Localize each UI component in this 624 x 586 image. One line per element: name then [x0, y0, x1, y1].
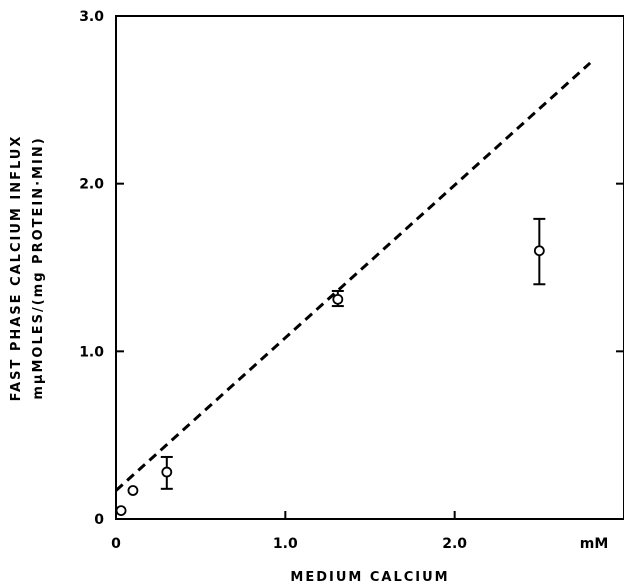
data-point — [533, 245, 545, 257]
points-group — [115, 217, 546, 517]
data-point — [127, 485, 139, 496]
y-tick-label: 1.0 — [79, 344, 104, 360]
tick-group: 0 1.0 2.0 0 1.0 2.0 3.0 — [79, 9, 624, 552]
y-axis-title-line1: FAST PHASE CALCIUM INFLUX — [9, 135, 24, 402]
x-unit-label: mM — [580, 536, 609, 552]
y-tick-label: 2.0 — [79, 177, 104, 193]
plot-frame — [115, 15, 624, 520]
fit-line-group — [114, 61, 592, 492]
y-tick-label: 3.0 — [79, 9, 104, 25]
data-point — [115, 505, 127, 517]
x-axis-title: MEDIUM CALCIUM — [290, 570, 449, 585]
x-tick-label: 2.0 — [442, 536, 467, 552]
data-point — [161, 466, 173, 478]
y-axis-title-line2: mμMOLES/(mg PROTEIN·MIN) — [31, 136, 46, 399]
y-tick-label: 0 — [94, 512, 104, 528]
fit-line — [114, 61, 592, 492]
data-point — [332, 293, 344, 305]
x-tick-label: 0 — [111, 536, 121, 552]
x-tick-label: 1.0 — [273, 536, 298, 552]
